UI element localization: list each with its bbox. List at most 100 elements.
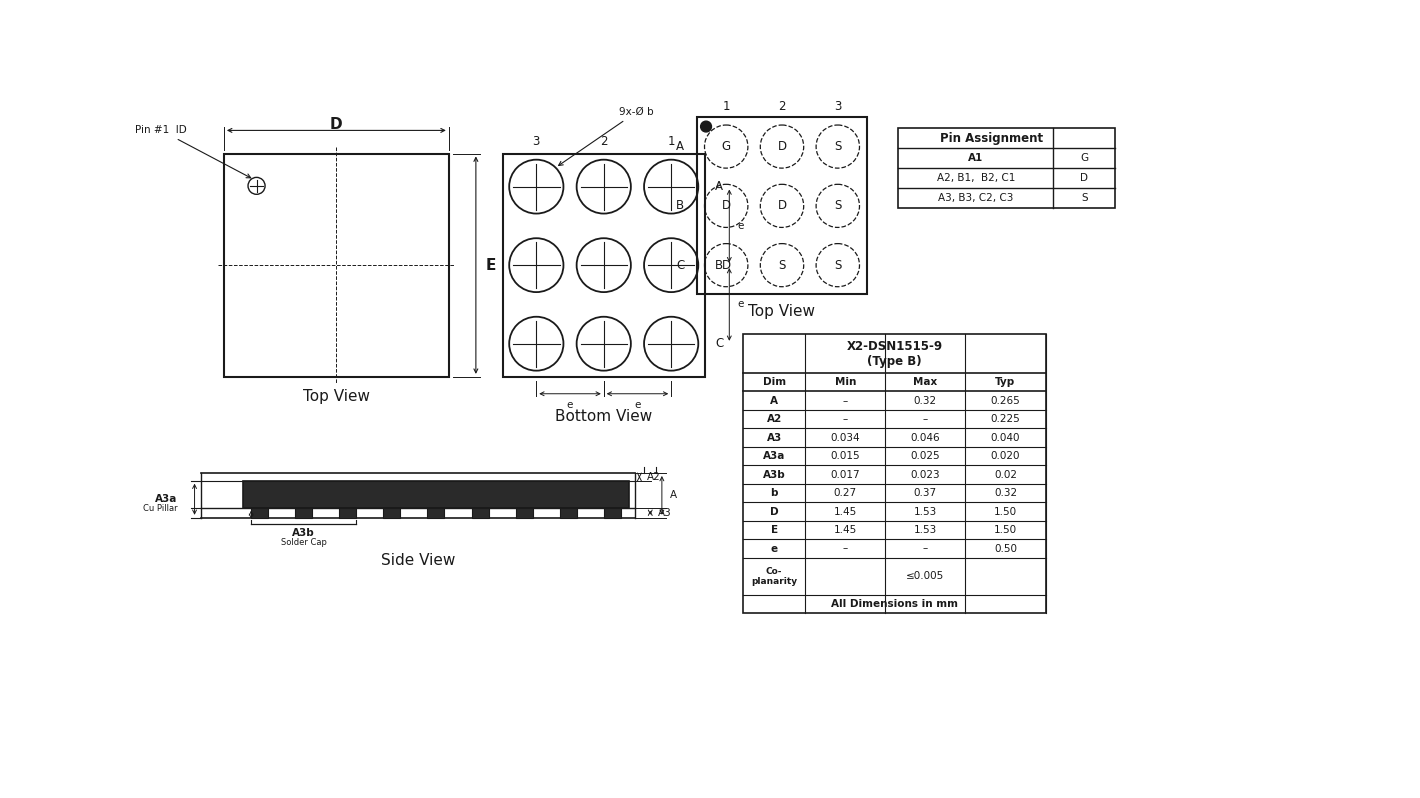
Text: Bottom View: Bottom View: [555, 409, 652, 425]
Text: D: D: [329, 117, 342, 132]
Text: 2: 2: [778, 100, 785, 113]
Text: Typ: Typ: [995, 377, 1015, 387]
Text: A: A: [716, 180, 723, 193]
Text: 3: 3: [834, 100, 842, 113]
Text: Min: Min: [835, 377, 856, 387]
Bar: [471, 508, 488, 518]
Text: –: –: [923, 414, 929, 425]
Text: Max: Max: [913, 377, 937, 387]
Text: X2-DSN1515-9
(Type B): X2-DSN1515-9 (Type B): [846, 340, 943, 368]
Text: 0.32: 0.32: [914, 396, 937, 405]
Text: A3, B3, C2, C3: A3, B3, C2, C3: [939, 193, 1014, 203]
Text: 1.45: 1.45: [834, 525, 856, 535]
Text: 0.02: 0.02: [994, 469, 1017, 480]
Text: e: e: [635, 400, 640, 409]
Text: S: S: [834, 259, 842, 271]
Text: A3a: A3a: [155, 494, 178, 504]
Text: –: –: [842, 414, 848, 425]
Text: b: b: [771, 488, 778, 498]
Text: A3a: A3a: [763, 451, 785, 461]
Text: D: D: [1081, 173, 1088, 184]
Text: 1.45: 1.45: [834, 507, 856, 516]
Text: 0.32: 0.32: [994, 488, 1017, 498]
Text: ≤0.005: ≤0.005: [906, 571, 944, 581]
Text: 0.017: 0.017: [831, 469, 861, 480]
Text: 0.040: 0.040: [991, 433, 1020, 443]
Text: Cu Pillar: Cu Pillar: [143, 504, 178, 513]
Bar: [899, 128, 1115, 208]
Bar: [743, 334, 1045, 613]
Text: S: S: [834, 200, 842, 212]
Text: 0.50: 0.50: [994, 543, 1017, 554]
Text: A2: A2: [767, 414, 782, 425]
Text: D: D: [721, 259, 731, 271]
Text: 3: 3: [532, 135, 540, 148]
Text: 1.50: 1.50: [994, 507, 1017, 516]
Text: e: e: [771, 543, 778, 554]
Text: G: G: [1081, 153, 1088, 163]
Text: e: e: [737, 221, 744, 231]
Text: D: D: [777, 140, 787, 153]
Text: Top View: Top View: [302, 389, 369, 404]
Bar: [503, 153, 704, 377]
Text: G: G: [721, 140, 731, 153]
Text: –: –: [923, 543, 929, 554]
Text: A3: A3: [767, 433, 782, 443]
Text: 0.37: 0.37: [914, 488, 937, 498]
Text: 2: 2: [601, 135, 608, 148]
Text: D: D: [777, 200, 787, 212]
Bar: [243, 480, 629, 508]
Text: B: B: [676, 200, 684, 212]
Text: 1.53: 1.53: [913, 507, 937, 516]
Text: All Dimensions in mm: All Dimensions in mm: [831, 599, 958, 609]
Text: Dim: Dim: [763, 377, 785, 387]
Bar: [251, 508, 268, 518]
Circle shape: [700, 121, 711, 132]
Text: B: B: [716, 259, 723, 271]
Bar: [295, 508, 312, 518]
Text: A2, B1,  B2, C1: A2, B1, B2, C1: [937, 173, 1015, 184]
Text: Pin Assignment: Pin Assignment: [940, 132, 1042, 144]
Text: 0.265: 0.265: [991, 396, 1021, 405]
Text: 0.046: 0.046: [910, 433, 940, 443]
Text: A3: A3: [657, 508, 672, 518]
Text: A1: A1: [968, 153, 984, 163]
Text: A: A: [676, 140, 684, 153]
Text: 0.025: 0.025: [910, 451, 940, 461]
Text: 9x-Ø b: 9x-Ø b: [558, 107, 653, 165]
Text: 0.023: 0.023: [910, 469, 940, 480]
Text: Side View: Side View: [381, 552, 454, 567]
Text: A2: A2: [648, 472, 660, 482]
Text: S: S: [834, 140, 842, 153]
Text: A: A: [770, 396, 778, 405]
Text: 0.015: 0.015: [831, 451, 861, 461]
Text: Co-
planarity: Co- planarity: [751, 567, 797, 586]
Text: S: S: [778, 259, 785, 271]
Text: Pin #1  ID: Pin #1 ID: [135, 125, 251, 178]
Bar: [339, 508, 356, 518]
Bar: [559, 508, 577, 518]
Text: 1: 1: [667, 135, 674, 148]
Text: A3b: A3b: [763, 469, 785, 480]
Text: C: C: [676, 259, 684, 271]
Text: A: A: [670, 491, 677, 500]
Bar: [383, 508, 400, 518]
Bar: [224, 153, 449, 377]
Text: e: e: [567, 400, 574, 409]
Text: E: E: [486, 258, 496, 273]
Bar: [427, 508, 444, 518]
Text: 0.034: 0.034: [831, 433, 861, 443]
Text: –: –: [842, 543, 848, 554]
Text: E: E: [771, 525, 778, 535]
Text: D: D: [770, 507, 778, 516]
Text: 0.27: 0.27: [834, 488, 856, 498]
Bar: [604, 508, 621, 518]
Text: D: D: [721, 200, 731, 212]
Text: Solder Cap: Solder Cap: [281, 538, 327, 547]
Text: C: C: [716, 338, 724, 350]
Text: 0.020: 0.020: [991, 451, 1020, 461]
Text: 1.53: 1.53: [913, 525, 937, 535]
Bar: [515, 508, 532, 518]
Text: S: S: [1081, 193, 1088, 203]
Text: e: e: [737, 299, 744, 310]
